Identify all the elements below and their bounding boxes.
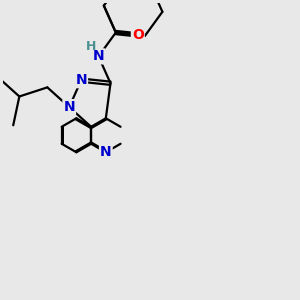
Text: N: N — [93, 50, 104, 63]
Text: O: O — [132, 28, 144, 42]
Text: N: N — [75, 73, 87, 87]
Text: N: N — [63, 100, 75, 114]
Text: N: N — [100, 145, 112, 159]
Text: H: H — [86, 40, 96, 52]
